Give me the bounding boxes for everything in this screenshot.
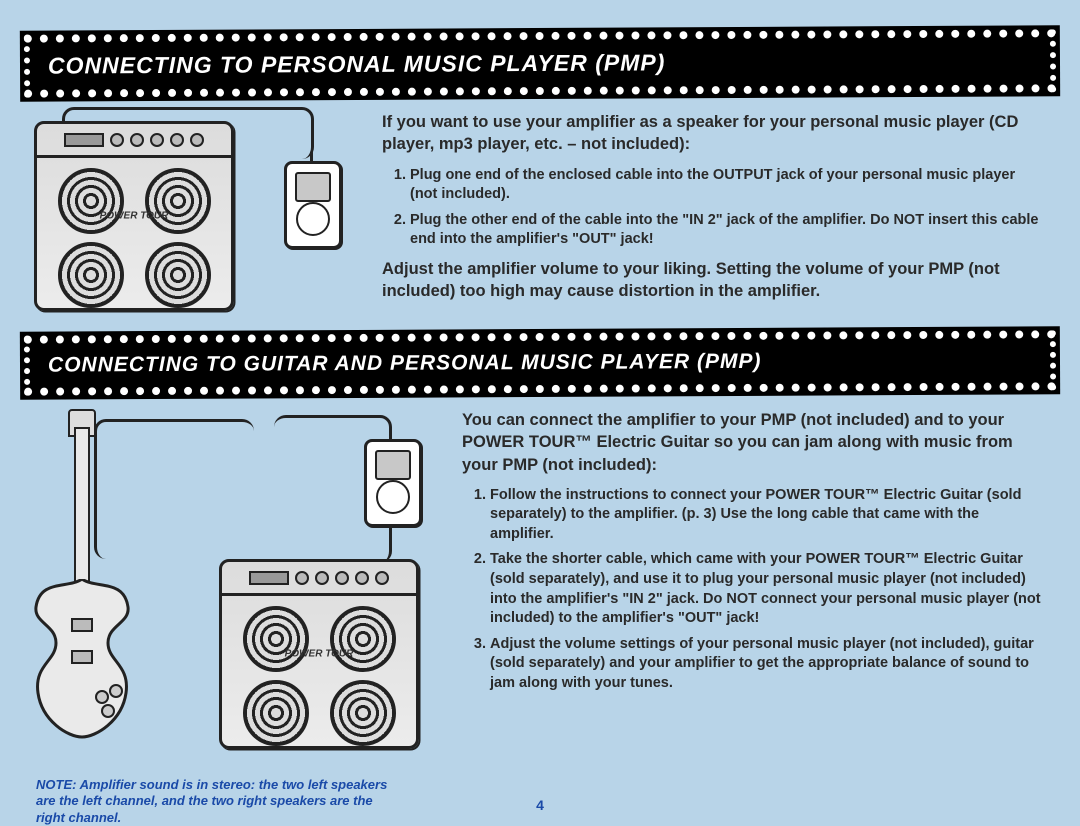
section2-step-1: Follow the instructions to connect your …	[490, 486, 1046, 545]
section2-step-2: Take the shorter cable, which came with …	[490, 550, 1046, 628]
amp-brand-label: POWER TOUR	[285, 650, 354, 659]
section2-banner: CONNECTING TO GUITAR AND PERSONAL MUSIC …	[24, 330, 1056, 395]
pmp-icon	[364, 439, 422, 527]
section2-illustration: POWER TOUR	[34, 409, 444, 769]
section1-intro: If you want to use your amplifier as a s…	[382, 111, 1046, 156]
section1-step-1: Plug one end of the enclosed cable into …	[410, 166, 1046, 205]
section1-step-2: Plug the other end of the cable into the…	[410, 211, 1046, 250]
guitar-icon	[34, 409, 130, 739]
section2-step-3: Adjust the volume settings of your perso…	[490, 635, 1046, 694]
amplifier-icon: POWER TOUR	[34, 121, 234, 311]
section2-steps: Follow the instructions to connect your …	[462, 486, 1046, 694]
section2-body: POWER TOUR You can connect the amplifier…	[24, 405, 1056, 777]
pmp-icon	[284, 161, 342, 249]
section1-outro: Adjust the amplifier volume to your liki…	[382, 258, 1046, 303]
section2-intro: You can connect the amplifier to your PM…	[462, 409, 1046, 476]
page-number: 4	[536, 797, 544, 813]
amp-brand-label: POWER TOUR	[100, 212, 169, 221]
section2-text: You can connect the amplifier to your PM…	[462, 409, 1046, 769]
amplifier-icon: POWER TOUR	[219, 559, 419, 749]
section1-steps: Plug one end of the enclosed cable into …	[382, 166, 1046, 250]
section1-text: If you want to use your amplifier as a s…	[382, 111, 1046, 321]
section1-body: POWER TOUR If you want to use your ampli…	[24, 107, 1056, 329]
section1-illustration: POWER TOUR	[34, 111, 364, 321]
stereo-note: NOTE: Amplifier sound is in stereo: the …	[24, 777, 404, 826]
section1-banner: CONNECTING TO PERSONAL MUSIC PLAYER (PMP…	[24, 29, 1056, 97]
